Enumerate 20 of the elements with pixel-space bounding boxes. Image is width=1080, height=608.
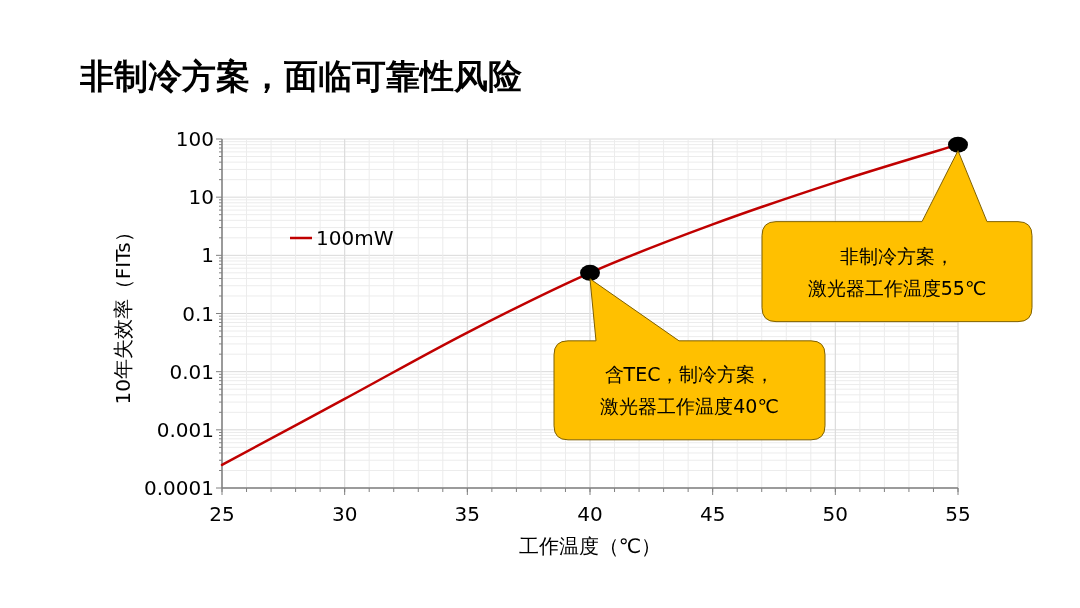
y-tick-label: 0.01	[169, 359, 214, 384]
y-tick-label: 10	[188, 185, 214, 210]
x-tick-label: 55	[945, 502, 971, 526]
chart-title: 非制冷方案，面临可靠性风险	[79, 56, 522, 96]
y-tick-label: 1	[201, 243, 214, 268]
x-tick-label: 40	[577, 502, 603, 526]
x-tick-label: 30	[331, 502, 358, 526]
y-tick-label: 0.1	[182, 301, 214, 326]
y-axis-title: 10年失效率（FITs）	[111, 222, 135, 405]
annotation: 非制冷方案，激光器工作温度55℃	[807, 244, 987, 299]
x-tick-label: 45	[699, 502, 726, 526]
x-tick-label: 50	[822, 502, 849, 526]
legend-label: 100mW	[316, 226, 394, 250]
x-axis-title: 工作温度（℃）	[518, 534, 662, 558]
y-tick-label: 0.001	[156, 417, 214, 442]
x-tick-label: 25	[209, 502, 235, 526]
y-tick-label: 100	[175, 127, 214, 151]
y-tick-label: 0.0001	[144, 476, 214, 500]
x-tick-label: 35	[454, 502, 481, 526]
annotation: 含TEC，制冷方案，激光器工作温度40℃	[600, 363, 779, 418]
